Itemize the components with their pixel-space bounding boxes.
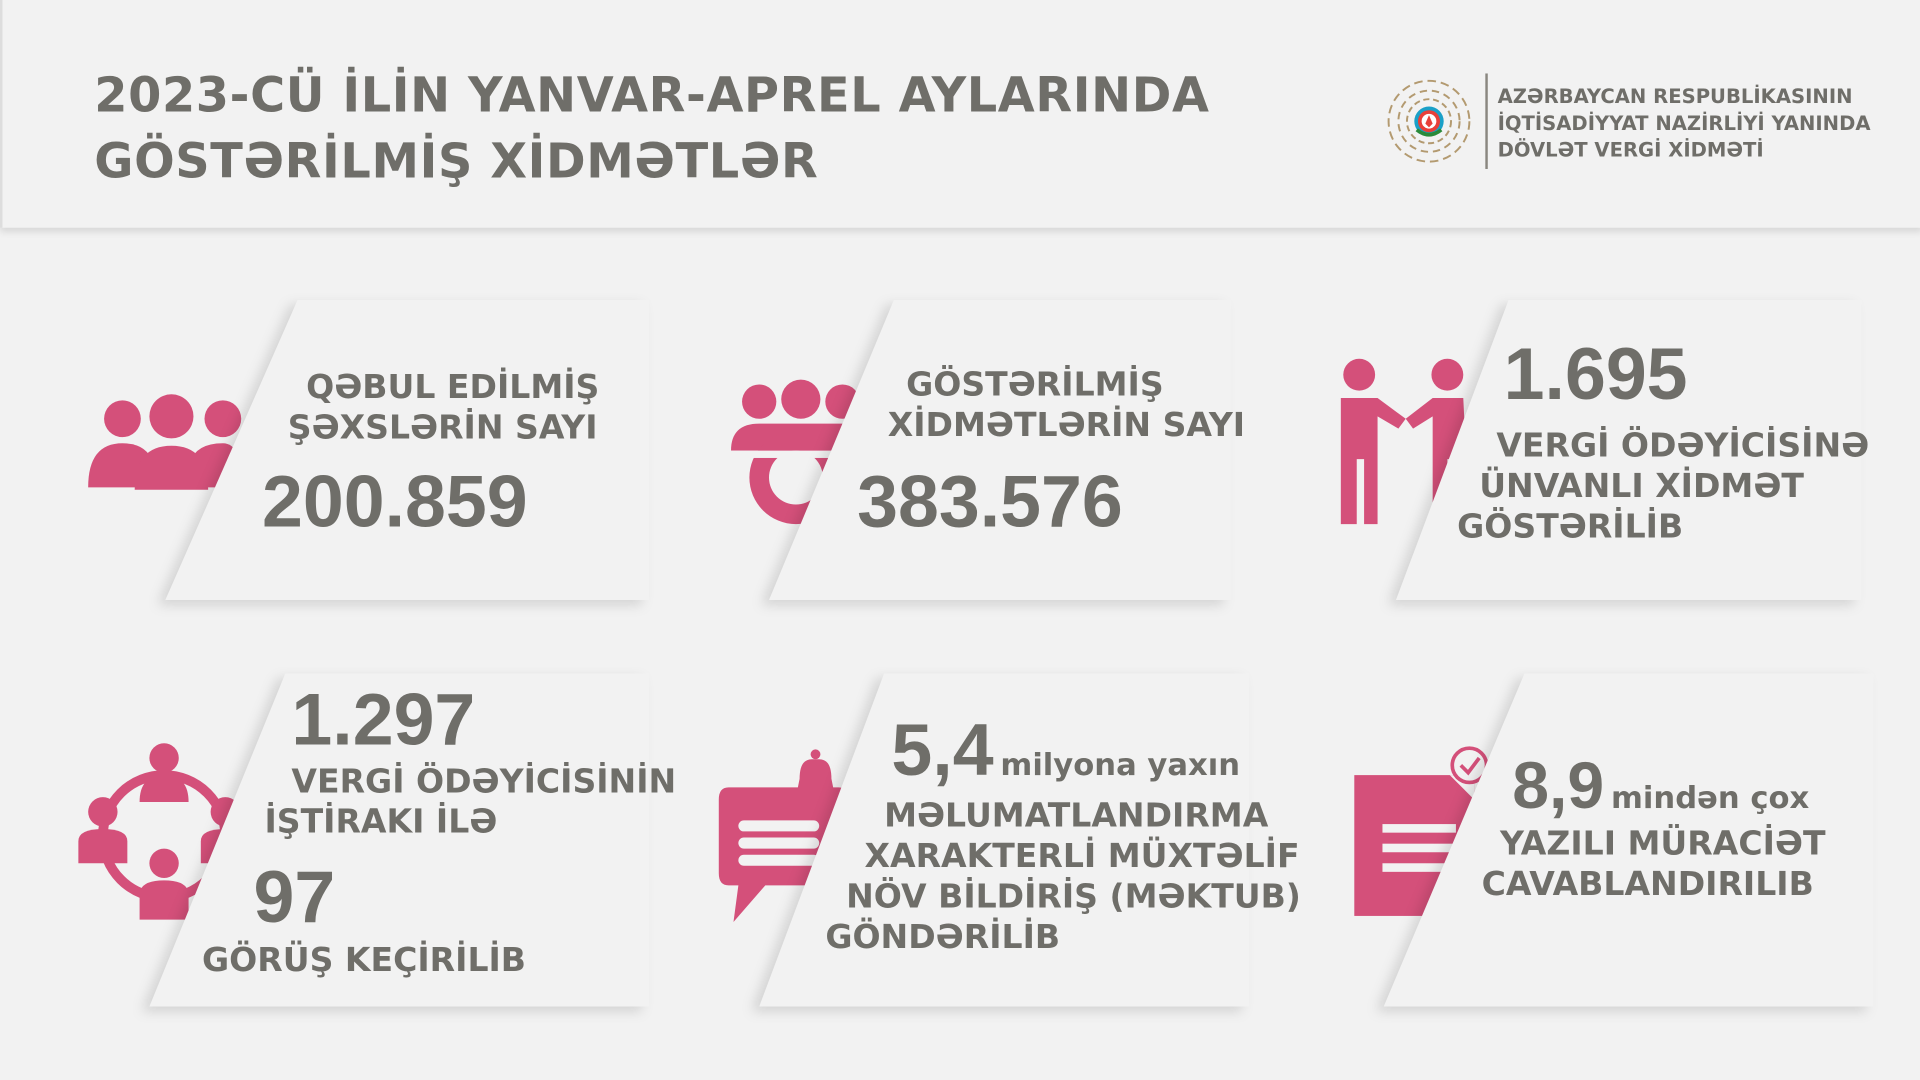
card4-value: 1.297 [291,678,476,761]
card6-value-line: 8,9 mindən çox [1512,749,1810,823]
handshake-icon [1340,358,1470,525]
card4-value2: 97 [253,855,336,938]
card5-value-line: 5,4 milyona yaxın [891,708,1241,792]
card4-label: VERGİ ÖDƏYİCİSİNİN İŞTİRAKI İLƏ [264,762,677,842]
card1-value: 200.859 [262,460,528,543]
emblem-icon [1387,79,1471,163]
card6-label: YAZILI MÜRACİƏT CAVABLANDIRILIB [1481,825,1826,904]
card3-value: 1.695 [1503,333,1688,416]
card5-label: MƏLUMATLANDIRMA XARAKTERLİ MÜXTƏLİF NÖV Bİ… [825,797,1301,957]
card-written-appeals [1383,673,1874,1007]
header: 2023-CÜ İLİN YANVAR-APREL AYLARINDA GÖST… [0,0,1920,228]
card-notifications [759,673,1249,1007]
card-targeted-service [1395,300,1862,601]
card-meetings [149,673,649,1007]
card-received-persons [165,300,649,601]
meeting-icon [78,743,242,920]
divider [1485,73,1488,169]
card3-label: VERGİ ÖDƏYİCİSİNƏ ÜNVANLI XİDMƏT GÖSTƏRİLİ… [1457,427,1870,547]
organization-name: AZƏRBAYCAN RESPUBLİKASININ İQTİSADİYYAT … [1497,84,1871,162]
card2-value: 383.576 [857,460,1123,543]
page-title: 2023-CÜ İLİN YANVAR-APREL AYLARINDA GÖST… [94,68,1210,190]
card-services-count [768,300,1231,601]
card4-label3: GÖRÜŞ KEÇİRİLİB [202,941,527,980]
card2-label: GÖSTƏRİLMİŞ XİDMƏTLƏRİN SAYI [887,366,1246,445]
card1-label: QƏBUL EDİLMİŞ ŞƏXSLƏRİN SAYI [287,368,600,447]
people-gear-icon [724,379,866,525]
notification-message-icon [718,749,849,923]
